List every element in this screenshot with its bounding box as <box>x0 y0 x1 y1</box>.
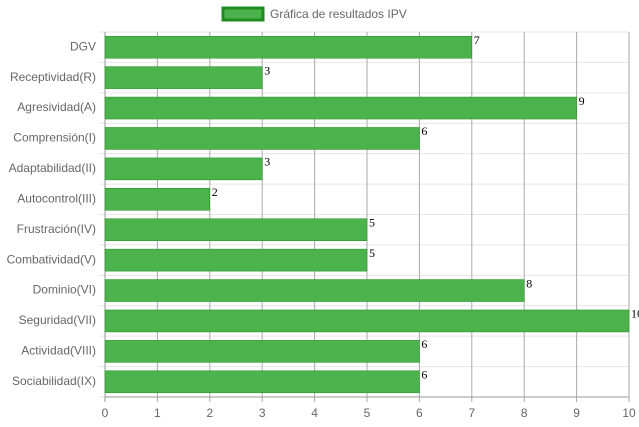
y-tick-label: Adaptabilidad(II) <box>9 161 96 175</box>
y-tick-label: Sociabilidad(IX) <box>12 374 96 388</box>
bar <box>104 218 368 241</box>
x-tick-label: 5 <box>364 406 371 420</box>
bar <box>104 370 420 394</box>
x-tick-label: 2 <box>206 406 213 420</box>
y-tick-label: Seguridad(VII) <box>19 313 96 327</box>
y-tick-label: Dominio(VI) <box>33 283 96 297</box>
value-label: 6 <box>421 337 427 351</box>
bar <box>104 248 368 272</box>
y-tick-label: Receptividad(R) <box>10 70 96 84</box>
y-tick-label: Frustración(IV) <box>17 222 96 236</box>
y-tick-label: Actividad(VIII) <box>21 344 96 358</box>
value-label: 3 <box>264 155 270 169</box>
bar <box>104 127 420 150</box>
bar <box>104 157 263 181</box>
x-tick-label: 7 <box>468 406 475 420</box>
bar <box>104 279 525 302</box>
value-label: 5 <box>369 215 375 229</box>
y-tick-label: Agresividad(A) <box>17 100 96 114</box>
x-tick-label: 8 <box>521 406 528 420</box>
legend-label: Gráfica de resultados IPV <box>270 7 407 21</box>
x-tick-label: 4 <box>311 406 318 420</box>
value-label: 7 <box>474 33 480 47</box>
x-tick-label: 9 <box>573 406 580 420</box>
x-tick-label: 3 <box>259 406 266 420</box>
x-tick-label: 6 <box>416 406 423 420</box>
value-label: 6 <box>421 368 427 382</box>
bar <box>104 340 420 363</box>
value-label: 9 <box>579 94 585 108</box>
y-tick-label: DGV <box>70 39 96 53</box>
value-label: 10 <box>631 307 639 321</box>
value-label: 2 <box>212 185 218 199</box>
bar <box>104 66 263 89</box>
value-label: 3 <box>264 63 270 77</box>
y-tick-label: Comprensión(I) <box>13 131 96 145</box>
bar <box>104 35 473 59</box>
bar <box>104 96 577 120</box>
x-tick-label: 10 <box>622 406 636 420</box>
bar <box>104 309 630 333</box>
value-label: 6 <box>421 124 427 138</box>
y-tick-label: Autocontrol(III) <box>17 191 96 205</box>
value-label: 8 <box>526 276 532 290</box>
bar <box>104 188 211 211</box>
x-tick-label: 1 <box>154 406 161 420</box>
x-tick-label: 0 <box>102 406 109 420</box>
value-label: 5 <box>369 246 375 260</box>
y-tick-label: Combatividad(V) <box>7 252 96 266</box>
legend-swatch <box>221 6 265 22</box>
